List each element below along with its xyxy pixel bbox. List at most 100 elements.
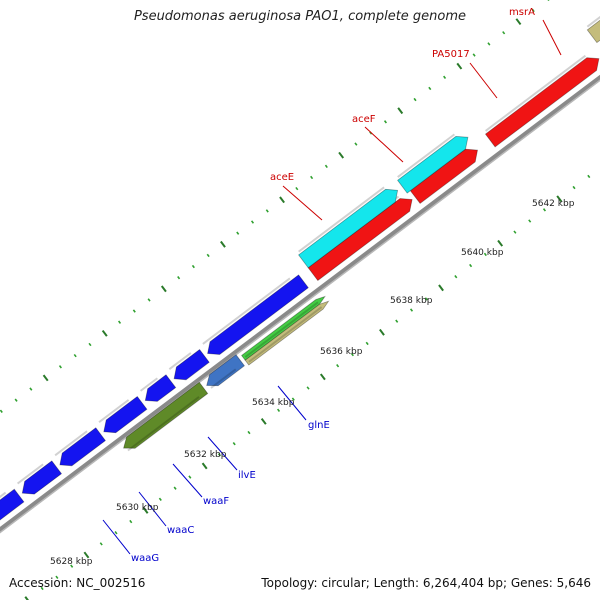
inner-minor-tick — [232, 441, 236, 446]
gene-ilvE-steel — [206, 354, 245, 387]
outer-minor-tick — [191, 264, 195, 269]
outer-minor-tick — [88, 342, 92, 347]
inner-minor-tick — [247, 430, 251, 435]
outer-minor-tick — [14, 398, 18, 402]
inner-minor-tick — [55, 575, 59, 579]
outer-minor-tick — [354, 142, 358, 146]
gene-aceE-cyan-shade — [298, 186, 385, 253]
inner-minor-tick — [469, 263, 473, 268]
outer-major-tick — [42, 374, 49, 382]
outer-major-tick — [101, 329, 108, 337]
accession-text: Accession: NC_002516 — [9, 576, 146, 590]
inner-minor-tick — [587, 174, 591, 179]
outer-major-tick — [220, 240, 226, 248]
outer-minor-tick — [250, 220, 255, 224]
gene-label-PA5017[interactable]: PA5017 — [432, 49, 470, 60]
gene-blue-6 — [173, 348, 210, 381]
outer-tick-track — [0, 0, 550, 413]
inner-major-tick — [556, 195, 563, 203]
gene-label-glnE[interactable]: glnE — [308, 420, 330, 431]
outer-minor-tick — [443, 75, 447, 79]
genome-backbone — [0, 74, 600, 534]
outer-minor-tick — [413, 97, 417, 102]
gene-label-aceF[interactable]: aceF — [352, 114, 376, 125]
tick-labels: 5628 kbp 5630 kbp 5632 kbp 5634 kbp 5636… — [50, 199, 575, 567]
leader-PA5017 — [469, 62, 498, 99]
outer-major-tick — [279, 196, 285, 204]
gene-label-waaC[interactable]: waaC — [167, 525, 194, 536]
inner-major-tick — [201, 462, 208, 470]
inner-major-tick — [379, 328, 385, 336]
outer-major-tick — [338, 151, 345, 159]
inner-major-tick — [438, 284, 444, 292]
gene-blue-3-shade — [54, 430, 88, 457]
outer-minor-tick — [29, 387, 33, 391]
outer-minor-tick — [177, 276, 181, 280]
tick-label-5636: 5636 kbp — [320, 347, 363, 357]
backbone-line — [0, 74, 600, 534]
backbone-highlight — [0, 79, 600, 534]
outer-minor-tick — [147, 298, 151, 302]
gene-blue-1 — [0, 488, 25, 521]
gene-glnE-green-shade — [244, 301, 319, 358]
inner-minor-tick — [129, 519, 133, 524]
gene-aceE-cyan — [298, 188, 399, 269]
outer-minor-tick — [310, 175, 314, 180]
outer-minor-tick — [206, 253, 210, 258]
map-title: Pseudomonas aeruginosa PAO1, complete ge… — [133, 9, 467, 24]
inner-minor-tick — [336, 364, 340, 368]
inner-minor-tick — [513, 230, 517, 234]
gene-blue-7-shade — [202, 277, 291, 345]
leader-waaG — [102, 519, 131, 555]
outer-minor-tick — [472, 53, 476, 57]
inner-minor-tick — [291, 397, 295, 401]
leader-ilvE — [207, 436, 238, 471]
outer-minor-tick — [487, 42, 491, 46]
inner-major-tick — [497, 239, 504, 247]
gene-label-msrA[interactable]: msrA — [509, 7, 535, 18]
inner-minor-tick — [395, 319, 399, 323]
tick-label-5628: 5628 kbp — [50, 557, 93, 567]
inner-minor-tick — [158, 497, 162, 502]
outer-major-tick — [397, 107, 404, 115]
inner-minor-tick — [70, 564, 74, 568]
forward-gene-labels: aceE aceF PA5017 msrA — [270, 7, 535, 183]
inner-minor-tick — [40, 586, 44, 591]
gene-blue-7 — [207, 274, 309, 355]
inner-major-tick — [319, 373, 326, 381]
inner-minor-tick — [454, 274, 458, 279]
leader-glnE — [277, 385, 307, 421]
inner-minor-tick — [483, 252, 487, 257]
gene-label-aceE[interactable]: aceE — [270, 172, 294, 183]
inner-minor-tick — [572, 185, 576, 190]
gene-blue-4 — [103, 395, 148, 434]
outer-minor-tick — [547, 0, 550, 2]
inner-minor-tick — [528, 219, 532, 223]
gene-blue-6-shade — [168, 352, 192, 371]
tick-label-5642: 5642 kbp — [532, 199, 575, 209]
inner-minor-tick — [306, 386, 310, 390]
gene-blue-5-shade — [139, 377, 158, 392]
gene-blue-2-shade — [16, 463, 44, 485]
leader-waaF — [172, 463, 203, 498]
gene-glnE-tan — [244, 300, 330, 366]
inner-minor-tick — [217, 453, 221, 457]
inner-minor-tick — [365, 341, 369, 346]
outer-major-tick — [456, 62, 463, 70]
inner-minor-tick — [424, 297, 428, 301]
gene-label-waaF[interactable]: waaF — [203, 496, 229, 507]
inner-minor-tick — [350, 352, 354, 357]
inner-minor-tick — [188, 475, 192, 479]
gene-features — [0, 15, 600, 521]
leader-msrA — [542, 19, 562, 56]
tick-label-5634: 5634 kbp — [252, 398, 295, 408]
outer-minor-tick — [383, 120, 388, 124]
inner-minor-tick — [542, 208, 547, 212]
gene-blue-2 — [21, 460, 63, 495]
outer-minor-tick — [132, 309, 136, 313]
gene-label-waaG[interactable]: waaG — [131, 553, 159, 564]
outer-minor-tick — [295, 186, 299, 191]
gene-label-ilvE[interactable]: ilvE — [238, 470, 256, 481]
gene-aceE-red — [307, 198, 413, 282]
outer-minor-tick — [236, 231, 240, 235]
